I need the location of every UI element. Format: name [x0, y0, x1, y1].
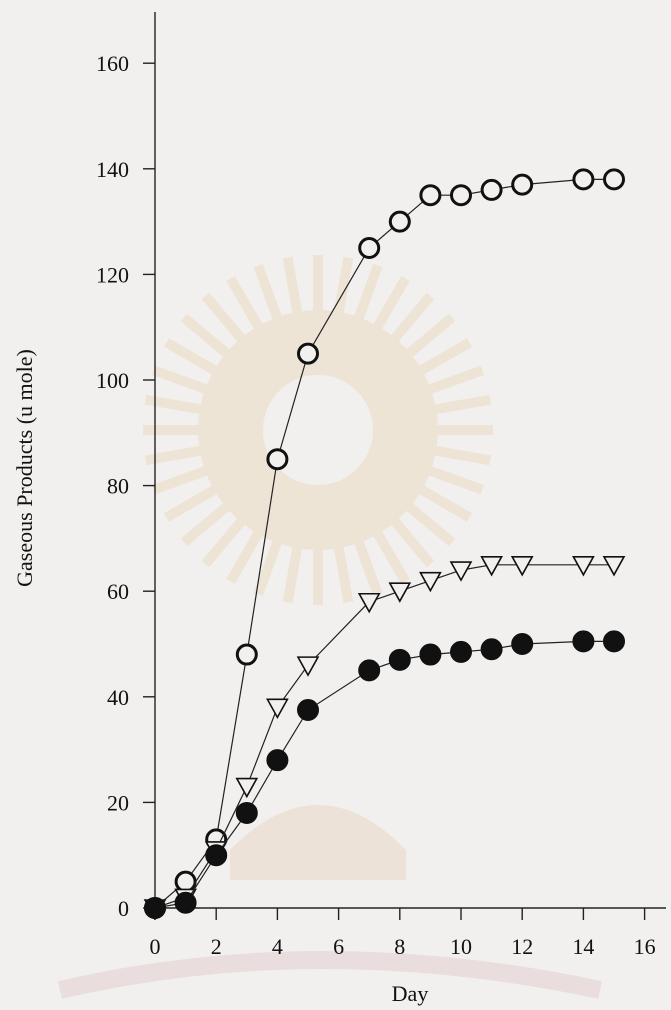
data-point-filled-circle [419, 643, 442, 666]
seal-ray [201, 472, 284, 568]
y-tick-label: 120 [96, 262, 129, 287]
seal-ray [343, 275, 410, 381]
data-point-filled-circle [144, 897, 166, 919]
x-tick-label: 4 [272, 934, 283, 959]
data-point-triangle [602, 555, 626, 577]
x-tick-label: 16 [634, 934, 656, 959]
data-point-filled-circle [235, 801, 258, 824]
y-tick-label: 20 [107, 790, 129, 815]
seal-ray [372, 365, 485, 415]
x-tick-label: 12 [511, 934, 533, 959]
data-point-filled-circle [297, 699, 319, 721]
seal-ray [163, 455, 269, 522]
y-tick-label: 100 [96, 368, 129, 393]
data-point-filled-circle [266, 749, 289, 772]
seal-ray [352, 472, 435, 568]
seal-ray [144, 394, 260, 425]
data-point-open-circle [297, 342, 319, 365]
data-point-open-circle [572, 168, 595, 191]
data-point-filled-circle [572, 630, 595, 653]
axes: 0 20 40 60 80 100 120 140 160 0 2 4 6 8 10 12 14 16 [96, 12, 666, 959]
data-point-open-circle [266, 448, 289, 471]
data-point-triangle [510, 555, 534, 577]
data-point-open-circle [450, 184, 472, 207]
y-tick-label: 80 [107, 474, 129, 499]
data-point-filled-circle [205, 844, 228, 867]
x-tick-label: 0 [150, 934, 161, 959]
seal-ray [282, 488, 313, 604]
y-tick-label: 0 [118, 896, 129, 921]
data-point-open-circle [419, 184, 442, 207]
x-tick-label: 6 [333, 934, 344, 959]
data-point-open-circle [480, 178, 503, 201]
data-point-filled-circle [388, 648, 411, 671]
seal-ray [226, 479, 293, 585]
seal-rays [143, 255, 493, 605]
seal-ray [323, 256, 354, 372]
x-tick-label: 14 [572, 934, 594, 959]
data-point-open-circle [603, 168, 625, 191]
data-point-triangle [357, 592, 381, 614]
x-tick-label: 10 [450, 934, 472, 959]
y-tick-label: 40 [107, 685, 129, 710]
data-point-open-circle [235, 643, 258, 666]
data-point-open-circle [388, 210, 411, 233]
data-point-triangle [388, 582, 412, 603]
seal-ray [333, 484, 383, 597]
watermark-seal [57, 255, 602, 999]
seal-ray [163, 338, 269, 405]
seal-ray [372, 445, 485, 495]
seal-ray [253, 484, 303, 597]
seal-ray [323, 488, 354, 604]
x-tick-label: 2 [211, 934, 222, 959]
seal-ray [367, 455, 473, 522]
x-tick-label: 8 [394, 934, 405, 959]
data-point-filled-circle [358, 659, 381, 682]
series-filled-circle [144, 630, 625, 919]
data-point-filled-circle [480, 638, 503, 661]
data-point-filled-circle [450, 640, 472, 663]
y-axis-title: Gaseous Products (u mole) [12, 349, 37, 587]
seal-ray [343, 479, 410, 585]
data-point-triangle [419, 571, 442, 593]
data-point-open-circle [174, 870, 197, 893]
seal-ray [201, 292, 284, 388]
seal-ray [151, 445, 264, 495]
seal-ray [352, 292, 435, 388]
data-point-filled-circle [603, 630, 625, 653]
x-axis-title: Day [392, 981, 429, 1006]
seal-ray [180, 464, 276, 547]
seal-ray [333, 263, 383, 376]
seal-ray [360, 464, 456, 547]
data-point-open-circle [511, 173, 534, 196]
y-tick-label: 160 [96, 51, 129, 76]
seal-ray [226, 275, 293, 381]
seal-ray [180, 313, 276, 396]
data-point-triangle [480, 555, 503, 577]
y-tick-label: 60 [107, 579, 129, 604]
seal-ray [144, 435, 260, 466]
data-point-triangle [572, 555, 595, 577]
data-point-triangle [296, 656, 320, 677]
seal-ray [376, 394, 492, 425]
data-point-filled-circle [511, 633, 534, 655]
data-point-triangle [235, 777, 259, 799]
seal-ray [360, 313, 456, 396]
data-point-filled-circle [174, 891, 197, 914]
seal-ray [376, 435, 492, 466]
seal-ray [367, 338, 473, 405]
series-layer [143, 168, 626, 920]
data-point-triangle [266, 698, 289, 720]
y-tick-label: 140 [96, 157, 129, 182]
data-point-triangle [449, 561, 473, 582]
seal-ray [151, 365, 264, 415]
data-point-open-circle [358, 237, 381, 259]
seal-ray [253, 263, 303, 376]
